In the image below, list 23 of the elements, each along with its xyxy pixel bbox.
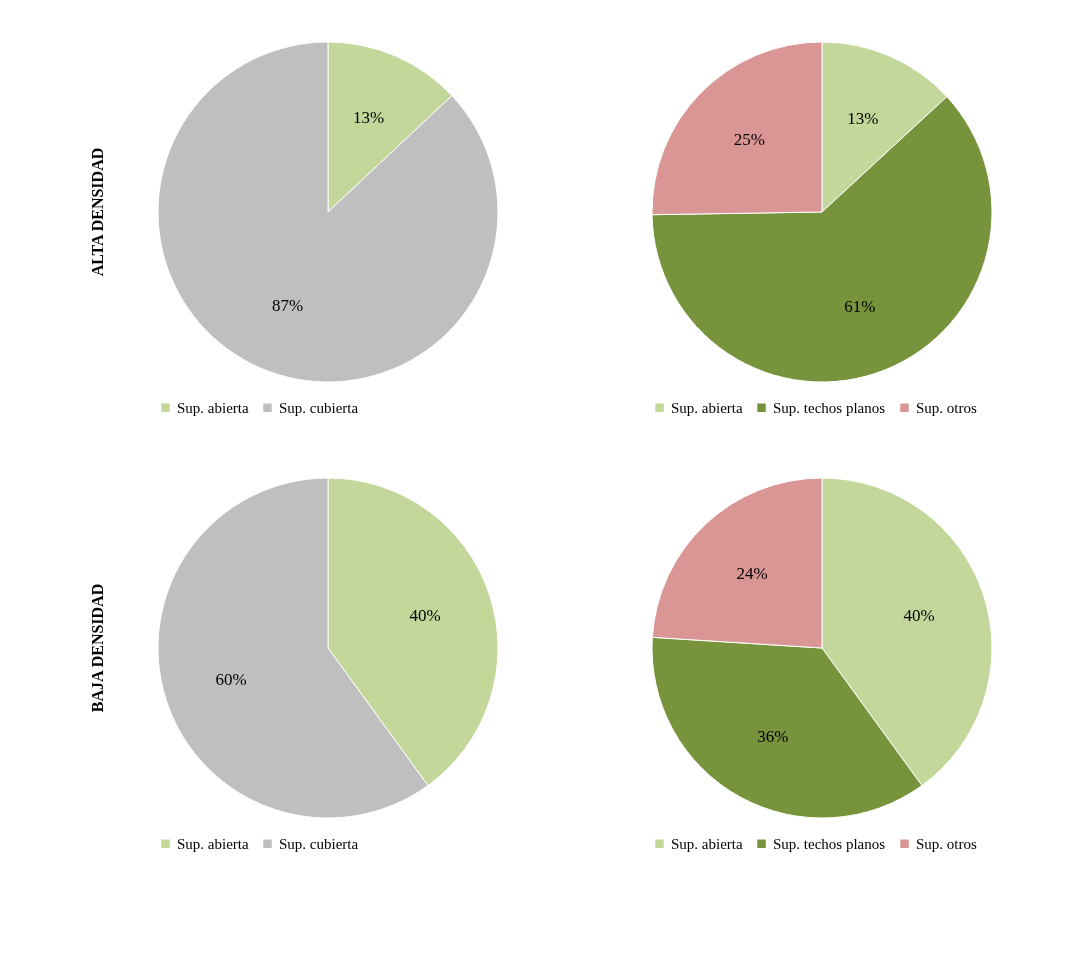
legend-label: Sup. cubierta: [279, 399, 359, 416]
data-label: 60%: [215, 669, 247, 689]
legend-label: Sup. otros: [916, 835, 977, 852]
legend-label: Sup. cubierta: [279, 835, 359, 852]
legend-label: Sup. abierta: [177, 399, 249, 416]
legend-label: Sup. otros: [916, 399, 977, 416]
data-label: 13%: [847, 108, 879, 128]
legend-label: Sup. abierta: [671, 399, 743, 416]
legend-label: Sup. abierta: [671, 835, 743, 852]
data-label: 24%: [736, 563, 768, 583]
text: BAJA DENSIDAD: [89, 583, 106, 713]
data-label: 13%: [352, 108, 385, 128]
data-label: 87%: [271, 295, 304, 315]
data-label: 61%: [844, 296, 876, 316]
data-label: 40%: [903, 606, 935, 626]
text: ALTA DENSIDAD: [89, 147, 106, 277]
data-label: 36%: [757, 727, 789, 747]
legend-label: Sup. abierta: [177, 835, 249, 852]
legend-label: Sup. techos planos: [773, 399, 886, 416]
pie-slice: [157, 41, 499, 383]
data-label: 40%: [409, 606, 441, 626]
legend-label: Sup. techos planos: [773, 835, 886, 852]
data-label: 25%: [733, 130, 765, 150]
